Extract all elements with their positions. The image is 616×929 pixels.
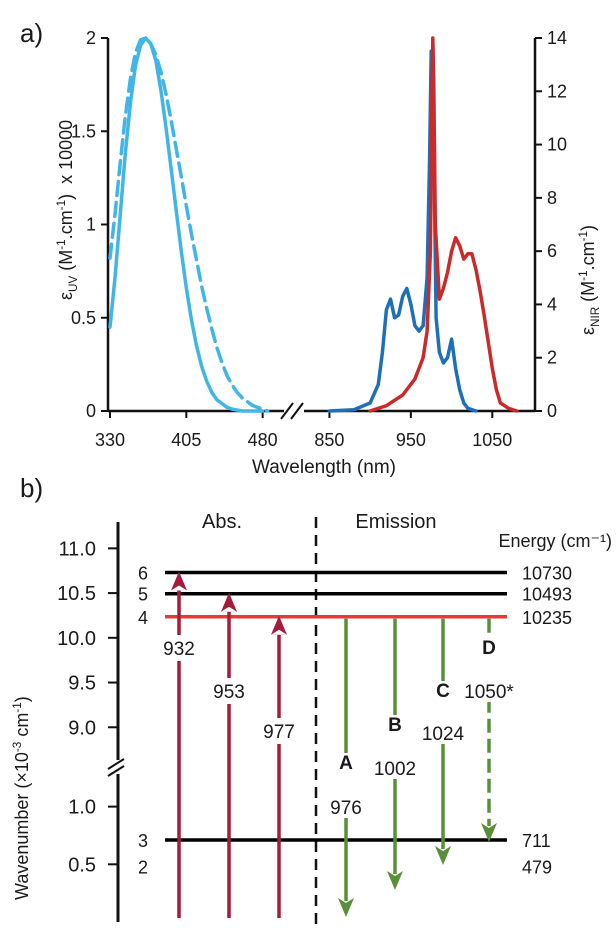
x-tick-label: 950 <box>396 430 426 450</box>
absorption-transitions: 932 953 977 <box>153 571 305 918</box>
absorption-label-bg <box>203 678 255 704</box>
x-tick-label: 850 <box>314 430 344 450</box>
right-y-tick-label: 2 <box>547 348 557 368</box>
right-y-tick-label: 6 <box>547 241 557 261</box>
left-y-tick-label: 1.5 <box>71 121 96 141</box>
wavenumber-ticks: 9.0 9.5 10.0 10.5 11.0 0.5 1.0 <box>57 538 118 876</box>
absorption-label: 953 <box>213 682 245 703</box>
emission-label-bg <box>461 638 517 702</box>
x-tick-label: 330 <box>95 430 125 450</box>
emission-arrow-D <box>481 618 497 842</box>
series-line-3 <box>327 49 478 413</box>
left-y-ticks: 0 0.5 1 1.5 2 <box>71 28 108 421</box>
right-y-ticks: 0 2 4 6 8 10 12 14 <box>535 28 567 421</box>
left-y-axis-label: εUV (M-1.cm-1)x 10000 <box>55 120 80 300</box>
series-line-1 <box>108 36 265 413</box>
absorption-arrow-953 <box>221 592 237 918</box>
right-y-tick-label: 14 <box>547 28 567 48</box>
panel-a-spectrum-chart: a) 0 0.5 1 1.5 2 0 2 4 6 8 10 12 14 330 405 480 850 950… <box>20 18 602 478</box>
wavenumber-tick-label: 10.5 <box>57 583 96 605</box>
x-ticks: 330 405 480 850 950 1050 <box>95 411 512 450</box>
x-axis-break-mark <box>280 400 304 422</box>
emission-label: 1050* <box>464 682 514 703</box>
panel-b-energy-diagram: b) 9.0 9.5 10.0 10.5 11.0 0.5 1.0 Wavenumber (… <box>11 473 612 927</box>
x-axis-label: Wavelength (nm) <box>252 457 396 478</box>
x-tick-label: 405 <box>171 430 201 450</box>
energy-levels: 6 10730 5 10493 4 10235 3 711 2 479 <box>138 564 572 878</box>
level-energy-label: 10493 <box>522 585 572 605</box>
right-y-tick-label: 8 <box>547 188 557 208</box>
panel-b-label: b) <box>20 473 43 503</box>
emission-title: Emission <box>355 511 436 533</box>
energy-header: Energy (cm⁻¹) <box>498 531 612 551</box>
y-axis-break-mark <box>106 758 130 777</box>
level-index-label: 3 <box>138 831 148 851</box>
left-y-tick-label: 0 <box>86 401 96 421</box>
right-y-tick-label: 10 <box>547 135 567 155</box>
series-line-2 <box>108 36 270 413</box>
wavenumber-axis-label: Wavenumber (×10-3 cm-1) <box>11 696 32 900</box>
x-tick-label: 480 <box>248 430 278 450</box>
panel-a-label: a) <box>20 18 43 48</box>
right-y-tick-label: 12 <box>547 81 567 101</box>
wavenumber-tick-label: 11.0 <box>59 538 96 560</box>
absorption-label: 977 <box>263 722 295 743</box>
wavenumber-tick-label: 10.0 <box>57 628 96 650</box>
series-line-4 <box>368 36 519 413</box>
right-y-tick-label: 0 <box>547 401 557 421</box>
level-energy-label: 479 <box>522 858 552 878</box>
right-y-tick-label: 4 <box>547 294 557 314</box>
level-index-label: 5 <box>138 585 148 605</box>
emission-letter: D <box>482 638 496 659</box>
left-y-tick-label: 0.5 <box>71 308 96 328</box>
emission-transitions: A 976 B 1002 C 1024 D 1050* <box>318 618 517 917</box>
level-energy-label: 711 <box>522 831 551 851</box>
emission-label: 1024 <box>422 724 465 745</box>
left-y-tick-label: 2 <box>86 28 96 48</box>
absorption-arrow-977 <box>271 615 287 918</box>
level-index-label: 6 <box>138 564 148 584</box>
spectrum-series <box>108 36 519 413</box>
absorption-arrow-932 <box>171 571 187 918</box>
emission-letter: A <box>339 753 353 774</box>
emission-letter: C <box>436 681 450 702</box>
absorption-label-bg <box>253 718 305 744</box>
wavenumber-tick-label: 0.5 <box>68 854 96 876</box>
right-y-axis-label: εNIR (M-1.cm-1) <box>577 225 602 335</box>
level-energy-label: 10235 <box>522 608 572 628</box>
wavenumber-tick-label: 9.0 <box>68 717 96 739</box>
left-y-tick-label: 1 <box>86 215 96 235</box>
x-tick-label: 1050 <box>472 430 512 450</box>
level-index-label: 2 <box>138 858 148 878</box>
emission-label: 1002 <box>374 759 416 780</box>
emission-label: 976 <box>330 798 362 819</box>
absorption-label: 932 <box>163 639 195 660</box>
level-energy-label: 10730 <box>522 564 572 584</box>
emission-label-bg <box>367 715 423 779</box>
wavenumber-tick-label: 1.0 <box>68 797 96 819</box>
emission-letter: B <box>388 715 402 736</box>
emission-label-bg <box>318 753 374 818</box>
absorption-label-bg <box>153 635 205 661</box>
absorption-title: Abs. <box>202 511 242 533</box>
wavenumber-tick-label: 9.5 <box>68 673 96 695</box>
level-index-label: 4 <box>138 608 148 628</box>
